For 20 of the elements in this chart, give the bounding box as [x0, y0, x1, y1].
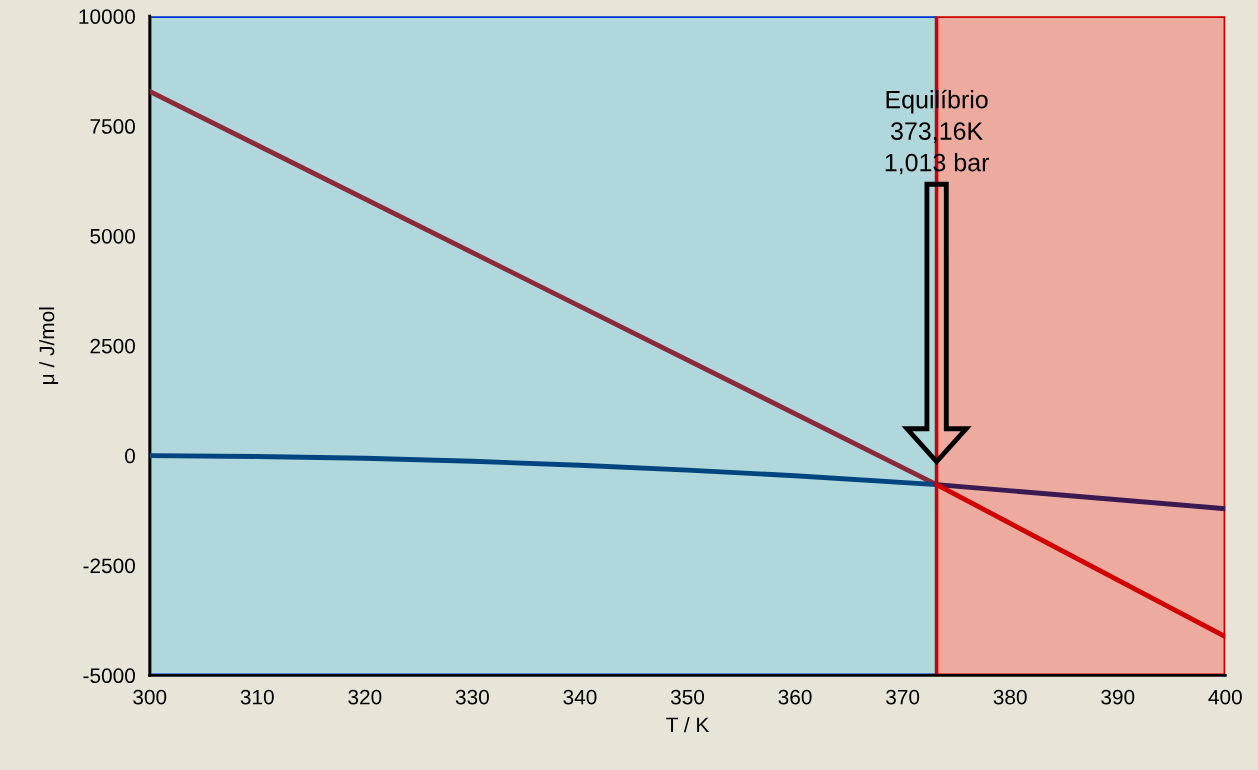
y-tick-label: 10000 [79, 9, 135, 24]
y-tick-label: 0 [125, 448, 135, 464]
x-tick-label: 310 [240, 689, 274, 705]
x-tick-label: 400 [1208, 689, 1242, 705]
x-tick-label: 340 [563, 689, 597, 705]
x-tick-label: 390 [1101, 689, 1135, 705]
y-axis-title: μ / J/mol [39, 307, 59, 384]
y-tick-label: 5000 [90, 228, 135, 244]
x-tick-label: 350 [670, 689, 705, 705]
x-tick-label: 380 [993, 689, 1027, 705]
x-tick-label: 360 [778, 689, 812, 705]
y-tick-label: 2500 [90, 338, 135, 354]
y-tick-label: 7500 [90, 119, 135, 134]
y-tick-label: -5000 [83, 668, 135, 684]
x-tick-label: 320 [348, 689, 382, 705]
x-tick-label: 370 [886, 689, 920, 705]
x-tick-label: 330 [455, 689, 489, 705]
x-tick-label: 300 [133, 689, 167, 705]
y-tick-label: -2500 [83, 558, 135, 574]
x-axis-title: T / K [666, 716, 710, 733]
